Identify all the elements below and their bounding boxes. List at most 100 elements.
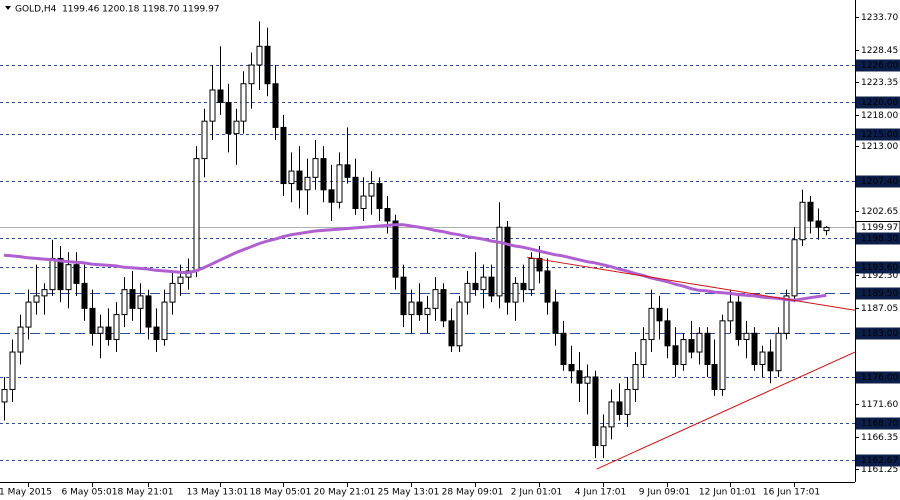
x-tick-label: 8 May 21:01 [118, 488, 174, 498]
level-label: 1220.00 [861, 98, 898, 108]
level-label-box [856, 59, 900, 72]
candle-body [264, 45, 271, 85]
y-tick-label: 1218.00 [861, 111, 898, 121]
candle-body [153, 326, 160, 341]
y-tick-label: 1233.70 [861, 13, 898, 23]
candle-body [360, 195, 367, 210]
trendline [596, 351, 855, 470]
candle-body [656, 307, 663, 322]
candle-body [504, 226, 511, 303]
candle-body [759, 351, 766, 366]
candle-body [288, 170, 295, 185]
y-tick-label: 1192.30 [861, 271, 898, 281]
candle-body [424, 307, 431, 316]
candle-body [767, 351, 774, 372]
y-tick-label: 1223.35 [861, 78, 898, 88]
level-label: 1198.30 [861, 234, 898, 244]
candle-body [632, 364, 639, 390]
candle-body [432, 289, 439, 309]
candle-body [791, 239, 798, 297]
level-label: 1199.97 [861, 223, 898, 233]
candle-body [384, 208, 391, 222]
candle-body [201, 120, 208, 160]
candle-body [727, 301, 734, 322]
menu-arrow[interactable] [5, 6, 11, 10]
candle-body [392, 220, 399, 278]
candle-body [464, 282, 471, 303]
candle-body [9, 351, 16, 390]
candle-body [41, 289, 48, 297]
candle-body [688, 339, 695, 353]
y-tick-label: 1161.25 [861, 465, 898, 475]
x-tick-label: 13 May 13:01 [187, 488, 249, 498]
candle-body [704, 332, 711, 366]
candle-body [344, 164, 351, 178]
y-tick-label: 1202.65 [861, 207, 898, 217]
y-tick-label: 1171.60 [861, 400, 898, 410]
candle-body [376, 183, 383, 210]
candle-body [33, 295, 40, 303]
y-tick-label: 1213.00 [861, 142, 898, 152]
level-label: 1193.60 [861, 263, 898, 273]
candle-body [328, 189, 335, 203]
candle-body [648, 307, 655, 341]
candle-body [161, 301, 168, 341]
candle-body [815, 220, 822, 228]
candle-body [272, 83, 279, 128]
candle-body [680, 339, 687, 366]
candle-body [129, 289, 136, 309]
x-tick-label: 16 Jun 17:01 [763, 488, 820, 498]
candle-body [137, 295, 144, 309]
candle-body [177, 276, 184, 284]
candle-body [312, 158, 319, 178]
candle-body [193, 158, 200, 272]
candle-body [1, 388, 8, 403]
y-tick-label: 1166.35 [861, 433, 898, 443]
level-label-box [856, 232, 900, 245]
level-label: 1189.50 [861, 289, 898, 299]
level-label-box [856, 128, 900, 141]
candle-body [576, 370, 583, 384]
candle-body [600, 426, 607, 447]
level-label: 1168.70 [861, 419, 898, 429]
candle-body [719, 320, 726, 390]
candle-body [456, 301, 463, 347]
candle-body [352, 176, 359, 210]
candle-body [65, 264, 72, 291]
x-tick-label: 6 May 05:01 [62, 488, 118, 498]
x-tick-label: 25 May 13:01 [378, 488, 440, 498]
level-label-box [856, 417, 900, 430]
candle-body [105, 326, 112, 341]
candle-body [296, 170, 303, 191]
candle-body [97, 326, 104, 334]
candle-body [472, 282, 479, 291]
candle-body [233, 120, 240, 135]
chart-header: GOLD,H4 1199.46 1200.18 1198.70 1199.97 [15, 5, 220, 15]
level-label: 1176.00 [861, 373, 898, 383]
candle-body [280, 126, 287, 185]
candle-body [49, 257, 56, 291]
candle-body [73, 264, 80, 284]
candle-body [368, 183, 375, 197]
candle-body [568, 364, 575, 372]
candle-body [528, 257, 535, 291]
candle-body [743, 332, 750, 341]
level-label: 1183.00 [861, 329, 898, 339]
y-tick-label: 1228.45 [861, 46, 898, 56]
candle-body [408, 301, 415, 316]
level-label: 1207.40 [861, 177, 898, 187]
candle-body [512, 282, 519, 303]
candle-body [624, 388, 631, 415]
candle-body [25, 301, 32, 328]
candle-body [664, 320, 671, 347]
candle-body [496, 226, 503, 297]
moving-average [3, 223, 827, 302]
candle-body [57, 257, 64, 291]
candle-body [248, 64, 255, 85]
level-label: 1162.67 [861, 456, 898, 466]
candle-body [823, 226, 830, 232]
candle-body [584, 376, 591, 384]
candle-body [448, 320, 455, 347]
candle-body [536, 257, 543, 272]
candle-body [735, 301, 742, 341]
